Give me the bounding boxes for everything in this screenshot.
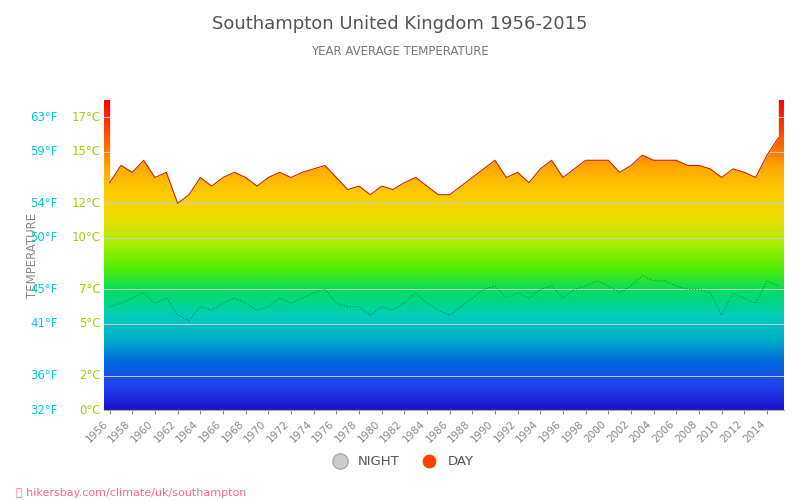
Text: 📍 hikersbay.com/climate/uk/southampton: 📍 hikersbay.com/climate/uk/southampton (16, 488, 246, 498)
Text: 45°F: 45°F (30, 283, 58, 296)
Text: 10°C: 10°C (72, 232, 101, 244)
Y-axis label: TEMPERATURE: TEMPERATURE (26, 212, 38, 298)
Text: 36°F: 36°F (30, 369, 58, 382)
Text: 7°C: 7°C (79, 283, 101, 296)
Text: 12°C: 12°C (71, 197, 101, 210)
Text: 2°C: 2°C (79, 369, 101, 382)
Text: YEAR AVERAGE TEMPERATURE: YEAR AVERAGE TEMPERATURE (311, 45, 489, 58)
Text: 0°C: 0°C (79, 404, 101, 416)
Text: Southampton United Kingdom 1956-2015: Southampton United Kingdom 1956-2015 (212, 15, 588, 33)
Text: 50°F: 50°F (30, 232, 58, 244)
Text: 54°F: 54°F (30, 197, 58, 210)
Text: 15°C: 15°C (72, 145, 101, 158)
Legend: NIGHT, DAY: NIGHT, DAY (322, 450, 478, 473)
Text: 41°F: 41°F (30, 318, 58, 330)
Text: 32°F: 32°F (30, 404, 58, 416)
Text: 5°C: 5°C (79, 318, 101, 330)
Text: 17°C: 17°C (71, 110, 101, 124)
Text: 59°F: 59°F (30, 145, 58, 158)
Text: 63°F: 63°F (30, 110, 58, 124)
